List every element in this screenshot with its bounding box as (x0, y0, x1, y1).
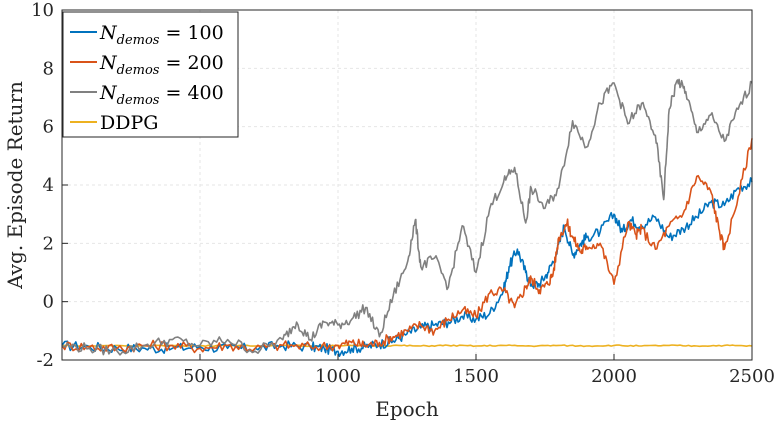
x-tick-label: 1000 (315, 366, 361, 387)
y-axis-title: Avg. Episode Return (3, 81, 27, 290)
series-line-1 (61, 138, 753, 354)
y-tick-label: -2 (36, 350, 54, 371)
legend-label: Ndemos = 400 (99, 82, 224, 108)
y-tick-label: 0 (43, 292, 54, 313)
y-tick-label: 8 (43, 58, 54, 79)
series-line-2 (61, 78, 753, 356)
legend: Ndemos = 100 Ndemos = 200 Ndemos = 400 DDPG (62, 11, 239, 138)
x-tick-label: 2000 (591, 366, 637, 387)
legend-label: Ndemos = 200 (99, 52, 224, 78)
y-tick-label: 4 (43, 175, 54, 196)
x-tick-label: 2500 (729, 366, 775, 387)
series-layer (61, 78, 753, 357)
y-tick-label: 2 (43, 233, 54, 254)
legend-label: DDPG (100, 112, 158, 134)
tick-labels: 500 1000 1500 2000 2500 -2 0 2 4 6 8 10 (31, 0, 775, 387)
legend-label: Ndemos = 100 (99, 22, 224, 48)
x-tick-label: 500 (183, 366, 217, 387)
y-tick-label: 10 (31, 0, 54, 21)
x-axis-title: Epoch (375, 397, 439, 421)
y-tick-label: 6 (43, 117, 54, 138)
x-tick-label: 1500 (453, 366, 499, 387)
